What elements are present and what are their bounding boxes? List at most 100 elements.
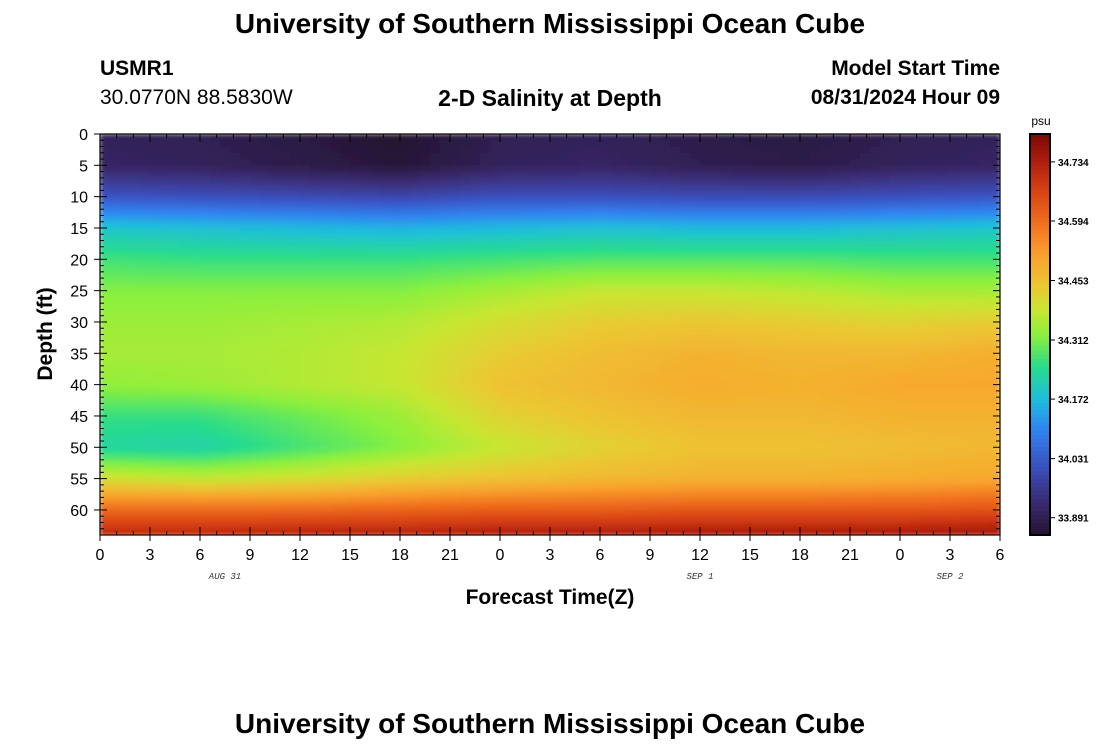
- heatmap-cell: [570, 146, 581, 154]
- heatmap-cell: [430, 221, 441, 229]
- heatmap-cell: [330, 390, 341, 398]
- heatmap-cell: [710, 196, 721, 204]
- heatmap-cell: [420, 372, 431, 379]
- heatmap-cell: [300, 384, 311, 392]
- heatmap-cell: [630, 328, 641, 336]
- heatmap-cell: [650, 290, 661, 298]
- heatmap-cell: [340, 152, 351, 160]
- heatmap-cell: [320, 215, 331, 223]
- heatmap-cell: [970, 303, 981, 311]
- heatmap-cell: [610, 234, 621, 242]
- heatmap-cell: [130, 171, 141, 179]
- heatmap-cell: [150, 234, 161, 242]
- heatmap-cell: [150, 253, 161, 260]
- heatmap-cell: [930, 453, 941, 461]
- heatmap-cell: [390, 359, 401, 367]
- heatmap-cell: [160, 165, 171, 173]
- heatmap-cell: [390, 246, 401, 254]
- heatmap-cell: [990, 227, 1000, 235]
- heatmap-cell: [180, 215, 191, 223]
- heatmap-cell: [800, 278, 811, 285]
- heatmap-cell: [320, 478, 331, 486]
- heatmap-cell: [950, 390, 961, 398]
- heatmap-cell: [240, 359, 251, 367]
- heatmap-cell: [170, 478, 181, 486]
- heatmap-cell: [890, 347, 901, 354]
- heatmap-cell: [290, 447, 301, 455]
- heatmap-cell: [580, 234, 591, 242]
- heatmap-cell: [370, 284, 381, 292]
- heatmap-cell: [130, 441, 141, 448]
- heatmap-cell: [350, 428, 361, 436]
- heatmap-cell: [980, 359, 991, 367]
- heatmap-cell: [450, 447, 461, 455]
- heatmap-cell: [130, 284, 141, 292]
- heatmap-cell: [100, 428, 111, 436]
- heatmap-cell: [460, 466, 471, 473]
- heatmap-cell: [850, 253, 861, 260]
- heatmap-cell: [340, 472, 351, 480]
- heatmap-cell: [410, 466, 421, 473]
- heatmap-cell: [390, 177, 401, 185]
- heatmap-cell: [550, 434, 561, 442]
- heatmap-cell: [400, 159, 411, 166]
- heatmap-cell: [110, 309, 121, 317]
- heatmap-cell: [750, 441, 761, 448]
- heatmap-cell: [570, 409, 581, 417]
- heatmap-cell: [490, 240, 501, 248]
- heatmap-cell: [310, 140, 321, 148]
- heatmap-cell: [740, 159, 751, 166]
- heatmap-cell: [940, 278, 951, 285]
- heatmap-cell: [750, 134, 761, 141]
- heatmap-cell: [290, 397, 301, 405]
- heatmap-cell: [390, 140, 401, 148]
- heatmap-cell: [980, 190, 991, 198]
- heatmap-cell: [380, 428, 391, 436]
- heatmap-cell: [990, 441, 1000, 448]
- heatmap-cell: [960, 171, 971, 179]
- heatmap-cell: [160, 478, 171, 486]
- heatmap-cell: [130, 340, 141, 348]
- heatmap-cell: [950, 359, 961, 367]
- heatmap-cell: [830, 397, 841, 405]
- heatmap-cell: [580, 171, 591, 179]
- heatmap-cell: [630, 221, 641, 229]
- heatmap-cell: [680, 271, 691, 279]
- heatmap-cell: [100, 177, 111, 185]
- heatmap-cell: [400, 328, 411, 336]
- heatmap-cell: [480, 447, 491, 455]
- heatmap-cell: [630, 378, 641, 386]
- heatmap-cell: [240, 215, 251, 223]
- heatmap-cell: [440, 378, 451, 386]
- heatmap-cell: [270, 309, 281, 317]
- heatmap-cell: [820, 422, 831, 430]
- heatmap-cell: [210, 140, 221, 148]
- heatmap-cell: [970, 215, 981, 223]
- heatmap-cell: [710, 415, 721, 423]
- heatmap-cell: [240, 190, 251, 198]
- heatmap-cell: [430, 328, 441, 336]
- heatmap-cell: [750, 328, 761, 336]
- heatmap-cell: [640, 415, 651, 423]
- heatmap-cell: [860, 196, 871, 204]
- heatmap-cell: [150, 159, 161, 166]
- heatmap-cell: [110, 171, 121, 179]
- heatmap-cell: [610, 265, 621, 273]
- heatmap-cell: [130, 459, 141, 467]
- heatmap-cell: [350, 415, 361, 423]
- heatmap-cell: [320, 315, 331, 323]
- heatmap-cell: [650, 221, 661, 229]
- heatmap-cell: [260, 177, 271, 185]
- heatmap-cell: [550, 447, 561, 455]
- heatmap-cell: [800, 165, 811, 173]
- heatmap-cell: [280, 259, 291, 267]
- heatmap-cell: [680, 184, 691, 191]
- heatmap-cell: [830, 347, 841, 354]
- heatmap-cell: [170, 321, 181, 329]
- heatmap-cell: [790, 409, 801, 417]
- heatmap-cell: [690, 284, 701, 292]
- heatmap-cell: [800, 340, 811, 348]
- heatmap-cell: [230, 321, 241, 329]
- heatmap-cell: [320, 284, 331, 292]
- heatmap-cell: [680, 246, 691, 254]
